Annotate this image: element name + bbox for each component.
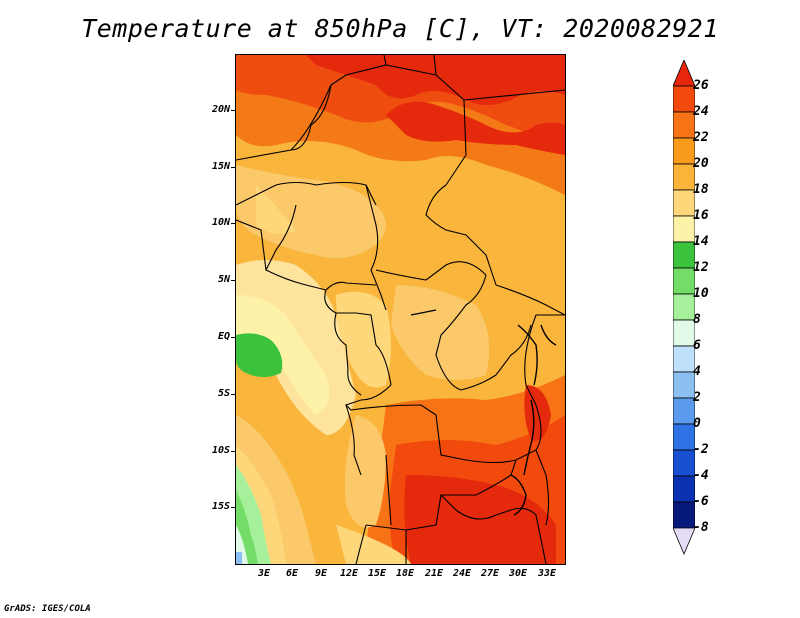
lat-tick bbox=[231, 451, 235, 452]
colorbar-level-label: 20 bbox=[693, 156, 709, 171]
colorbar-segment bbox=[673, 501, 695, 529]
colorbar-level-label: -4 bbox=[693, 468, 709, 483]
colorbar-level-label: -8 bbox=[693, 520, 709, 535]
colorbar-level-label: 2 bbox=[693, 390, 701, 405]
colorbar-segment bbox=[673, 397, 695, 425]
colorbar-level-label: 4 bbox=[693, 364, 701, 379]
lon-label-21e: 21E bbox=[424, 568, 444, 579]
colorbar-segment bbox=[673, 267, 695, 295]
colorbar-segment bbox=[673, 371, 695, 399]
colorbar-segment bbox=[673, 111, 695, 139]
lat-tick bbox=[231, 167, 235, 168]
lat-tick bbox=[231, 280, 235, 281]
temperature-field bbox=[236, 55, 565, 564]
colorbar-level-label: 26 bbox=[693, 78, 709, 93]
lat-tick bbox=[231, 223, 235, 224]
colorbar-segment bbox=[673, 293, 695, 321]
colorbar-level-label: 12 bbox=[693, 260, 709, 275]
colorbar-segment bbox=[673, 137, 695, 165]
lon-label-30e: 30E bbox=[508, 568, 528, 579]
lon-label-15e: 15E bbox=[367, 568, 387, 579]
colorbar-level-label: 22 bbox=[693, 130, 709, 145]
lon-label-12e: 12E bbox=[339, 568, 359, 579]
lon-label-18e: 18E bbox=[395, 568, 415, 579]
colorbar bbox=[673, 60, 695, 556]
colorbar-segment bbox=[673, 345, 695, 373]
footer-credit: GrADS: IGES/COLA bbox=[4, 604, 91, 614]
lat-label-5s: 5S bbox=[217, 388, 230, 399]
colorbar-segment bbox=[673, 163, 695, 191]
lon-label-33e: 33E bbox=[537, 568, 557, 579]
colorbar-segment bbox=[673, 449, 695, 477]
colorbar-level-label: 0 bbox=[693, 416, 701, 431]
colorbar-level-label: 6 bbox=[693, 338, 701, 353]
colorbar-bottom-triangle bbox=[673, 527, 695, 556]
colorbar-segment bbox=[673, 189, 695, 217]
lat-label-20n: 20N bbox=[211, 104, 230, 115]
lat-label-10s: 10S bbox=[211, 445, 230, 456]
map-title: Temperature at 850hPa [C], VT: 202008292… bbox=[81, 14, 719, 43]
lat-label-eq: EQ bbox=[217, 331, 230, 342]
lat-tick bbox=[231, 394, 235, 395]
lat-tick bbox=[231, 110, 235, 111]
colorbar-level-label: 18 bbox=[693, 182, 709, 197]
colorbar-level-label: 14 bbox=[693, 234, 709, 249]
colorbar-level-label: 8 bbox=[693, 312, 701, 327]
colorbar-top-triangle bbox=[673, 60, 695, 87]
colorbar-segment bbox=[673, 215, 695, 243]
colorbar-segment bbox=[673, 85, 695, 113]
colorbar-level-label: 10 bbox=[693, 286, 709, 301]
colorbar-level-label: 24 bbox=[693, 104, 709, 119]
colorbar-level-label: 16 bbox=[693, 208, 709, 223]
colorbar-segment bbox=[673, 423, 695, 451]
lat-label-5n: 5N bbox=[217, 274, 230, 285]
colorbar-segment bbox=[673, 475, 695, 503]
lat-tick bbox=[231, 337, 235, 338]
colorbar-segment bbox=[673, 241, 695, 269]
lon-label-6e: 6E bbox=[285, 568, 299, 579]
temperature-map bbox=[235, 54, 566, 565]
colorbar-segment bbox=[673, 319, 695, 347]
lon-label-24e: 24E bbox=[452, 568, 472, 579]
colorbar-level-label: -6 bbox=[693, 494, 709, 509]
colorbar-level-label: -2 bbox=[693, 442, 709, 457]
lat-label-15n: 15N bbox=[211, 161, 230, 172]
lat-tick bbox=[231, 507, 235, 508]
lat-label-10n: 10N bbox=[211, 217, 230, 228]
lat-label-15s: 15S bbox=[211, 501, 230, 512]
lon-label-27e: 27E bbox=[480, 568, 500, 579]
lon-label-9e: 9E bbox=[314, 568, 328, 579]
lon-label-3e: 3E bbox=[257, 568, 271, 579]
